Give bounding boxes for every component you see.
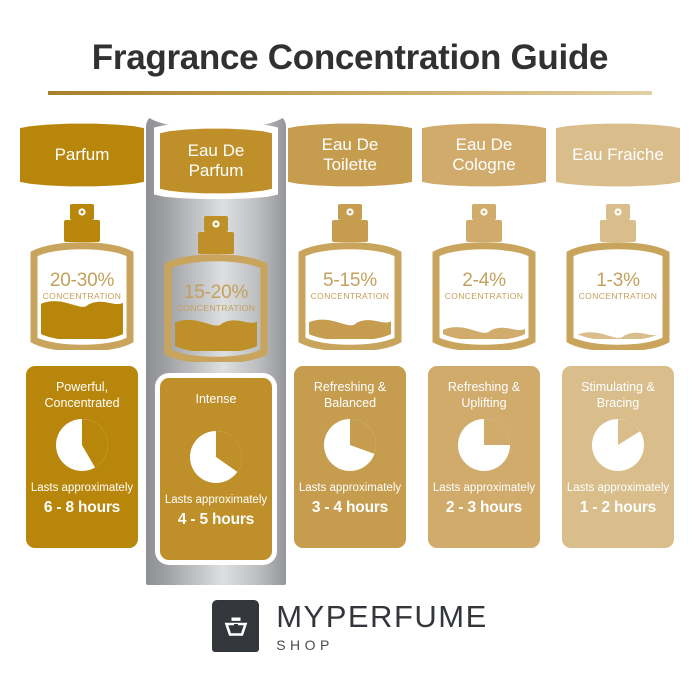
longevity-card-body: Refreshing & Balanced Lasts approximatel… (294, 366, 406, 548)
category-badge-body: Eau De Toilette (288, 123, 412, 187)
fragrance-column-eau-de-parfum: Eau De Parfum 15-20% CONCENTRATION Inten… (146, 113, 286, 585)
logo-wordmark: MYPERFUME SHOP (276, 601, 488, 652)
svg-text:5-15%: 5-15% (323, 270, 377, 291)
bottle-graphic-eau-de-parfum: 15-20% CONCENTRATION (154, 214, 278, 362)
svg-text:CONCENTRATION: CONCENTRATION (445, 291, 524, 301)
brand-logo: MYPERFUME SHOP (0, 600, 700, 652)
category-badge-label: Eau De Cologne (452, 135, 516, 174)
bottle-graphic-eau-fraiche: 1-3% CONCENTRATION (556, 202, 680, 350)
lasts-label: Lasts approximately (164, 494, 268, 506)
duration-value: 3 - 4 hours (311, 499, 389, 517)
category-badge-body: Eau De Cologne (422, 123, 546, 187)
scent-descriptor: Intense (195, 392, 237, 406)
longevity-card-body: Refreshing & Uplifting Lasts approximate… (428, 366, 540, 548)
category-badge-body: Parfum (20, 123, 144, 187)
category-badge-body: Eau Fraiche (556, 123, 680, 187)
page-title: Fragrance Concentration Guide (91, 38, 609, 77)
svg-text:CONCENTRATION: CONCENTRATION (311, 291, 390, 301)
longevity-pie-chart (55, 418, 109, 472)
logo-name: MYPERFUME (276, 598, 488, 634)
scent-descriptor: Powerful, Concentrated (44, 380, 120, 411)
longevity-pie-chart (189, 430, 243, 484)
svg-text:CONCENTRATION: CONCENTRATION (43, 291, 122, 301)
longevity-pie-chart (457, 418, 511, 472)
longevity-card-body: Intense Lasts approximately 4 - 5 hours (160, 378, 272, 560)
longevity-card-body: Powerful, Concentrated Lasts approximate… (26, 366, 138, 548)
fragrance-column-eau-de-cologne: Eau De Cologne 2-4% CONCENTRATION Refres… (422, 113, 546, 585)
svg-text:1-3%: 1-3% (596, 270, 640, 291)
category-badge-label: Eau Fraiche (572, 145, 664, 165)
category-badge-body: Eau De Parfum (160, 128, 272, 194)
category-badge-eau-fraiche[interactable]: Eau Fraiche (556, 123, 680, 187)
svg-text:CONCENTRATION: CONCENTRATION (177, 303, 256, 313)
svg-text:2-4%: 2-4% (462, 270, 506, 291)
lasts-label: Lasts approximately (30, 482, 134, 494)
category-badge-label: Parfum (54, 145, 110, 165)
lasts-label: Lasts approximately (566, 482, 670, 494)
bottle-graphic-eau-de-toilette: 5-15% CONCENTRATION (288, 202, 412, 350)
title-divider (48, 91, 652, 95)
fragrance-columns: Parfum 20-30% CONCENTRATION Powerful, Co… (20, 113, 680, 585)
longevity-card-eau-de-parfum[interactable]: Intense Lasts approximately 4 - 5 hours (160, 378, 272, 560)
scent-descriptor: Stimulating & Bracing (581, 380, 655, 411)
lasts-label: Lasts approximately (432, 482, 536, 494)
fragrance-column-parfum: Parfum 20-30% CONCENTRATION Powerful, Co… (20, 113, 144, 585)
longevity-card-eau-fraiche[interactable]: Stimulating & Bracing Lasts approximatel… (562, 366, 674, 548)
category-badge-label: Eau De Parfum (187, 141, 245, 180)
longevity-card-parfum[interactable]: Powerful, Concentrated Lasts approximate… (26, 366, 138, 548)
scent-descriptor: Refreshing & Balanced (313, 380, 387, 411)
duration-value: 1 - 2 hours (579, 499, 657, 517)
longevity-card-eau-de-cologne[interactable]: Refreshing & Uplifting Lasts approximate… (428, 366, 540, 548)
scent-descriptor: Refreshing & Uplifting (447, 380, 521, 411)
longevity-pie-chart (591, 418, 645, 472)
page-header: Fragrance Concentration Guide (0, 40, 700, 95)
category-badge-eau-de-parfum[interactable]: Eau De Parfum (154, 123, 278, 199)
svg-text:20-30%: 20-30% (50, 270, 115, 291)
lasts-label: Lasts approximately (298, 482, 402, 494)
svg-text:15-20%: 15-20% (184, 282, 249, 303)
bottle-graphic-eau-de-cologne: 2-4% CONCENTRATION (422, 202, 546, 350)
category-badge-parfum[interactable]: Parfum (20, 123, 144, 187)
logo-mark-icon (212, 600, 260, 652)
longevity-card-eau-de-toilette[interactable]: Refreshing & Balanced Lasts approximatel… (294, 366, 406, 548)
svg-text:CONCENTRATION: CONCENTRATION (579, 291, 658, 301)
category-badge-eau-de-cologne[interactable]: Eau De Cologne (422, 123, 546, 187)
duration-value: 4 - 5 hours (177, 511, 255, 529)
longevity-card-body: Stimulating & Bracing Lasts approximatel… (562, 366, 674, 548)
bottle-graphic-parfum: 20-30% CONCENTRATION (20, 202, 144, 350)
category-badge-label: Eau De Toilette (321, 135, 379, 174)
longevity-pie-chart (323, 418, 377, 472)
category-badge-eau-de-toilette[interactable]: Eau De Toilette (288, 123, 412, 187)
logo-subtitle: SHOP (276, 636, 334, 653)
duration-value: 6 - 8 hours (43, 499, 121, 517)
fragrance-column-eau-fraiche: Eau Fraiche 1-3% CONCENTRATION Stimulati… (556, 113, 680, 585)
duration-value: 2 - 3 hours (445, 499, 523, 517)
fragrance-column-eau-de-toilette: Eau De Toilette 5-15% CONCENTRATION Refr… (288, 113, 412, 585)
